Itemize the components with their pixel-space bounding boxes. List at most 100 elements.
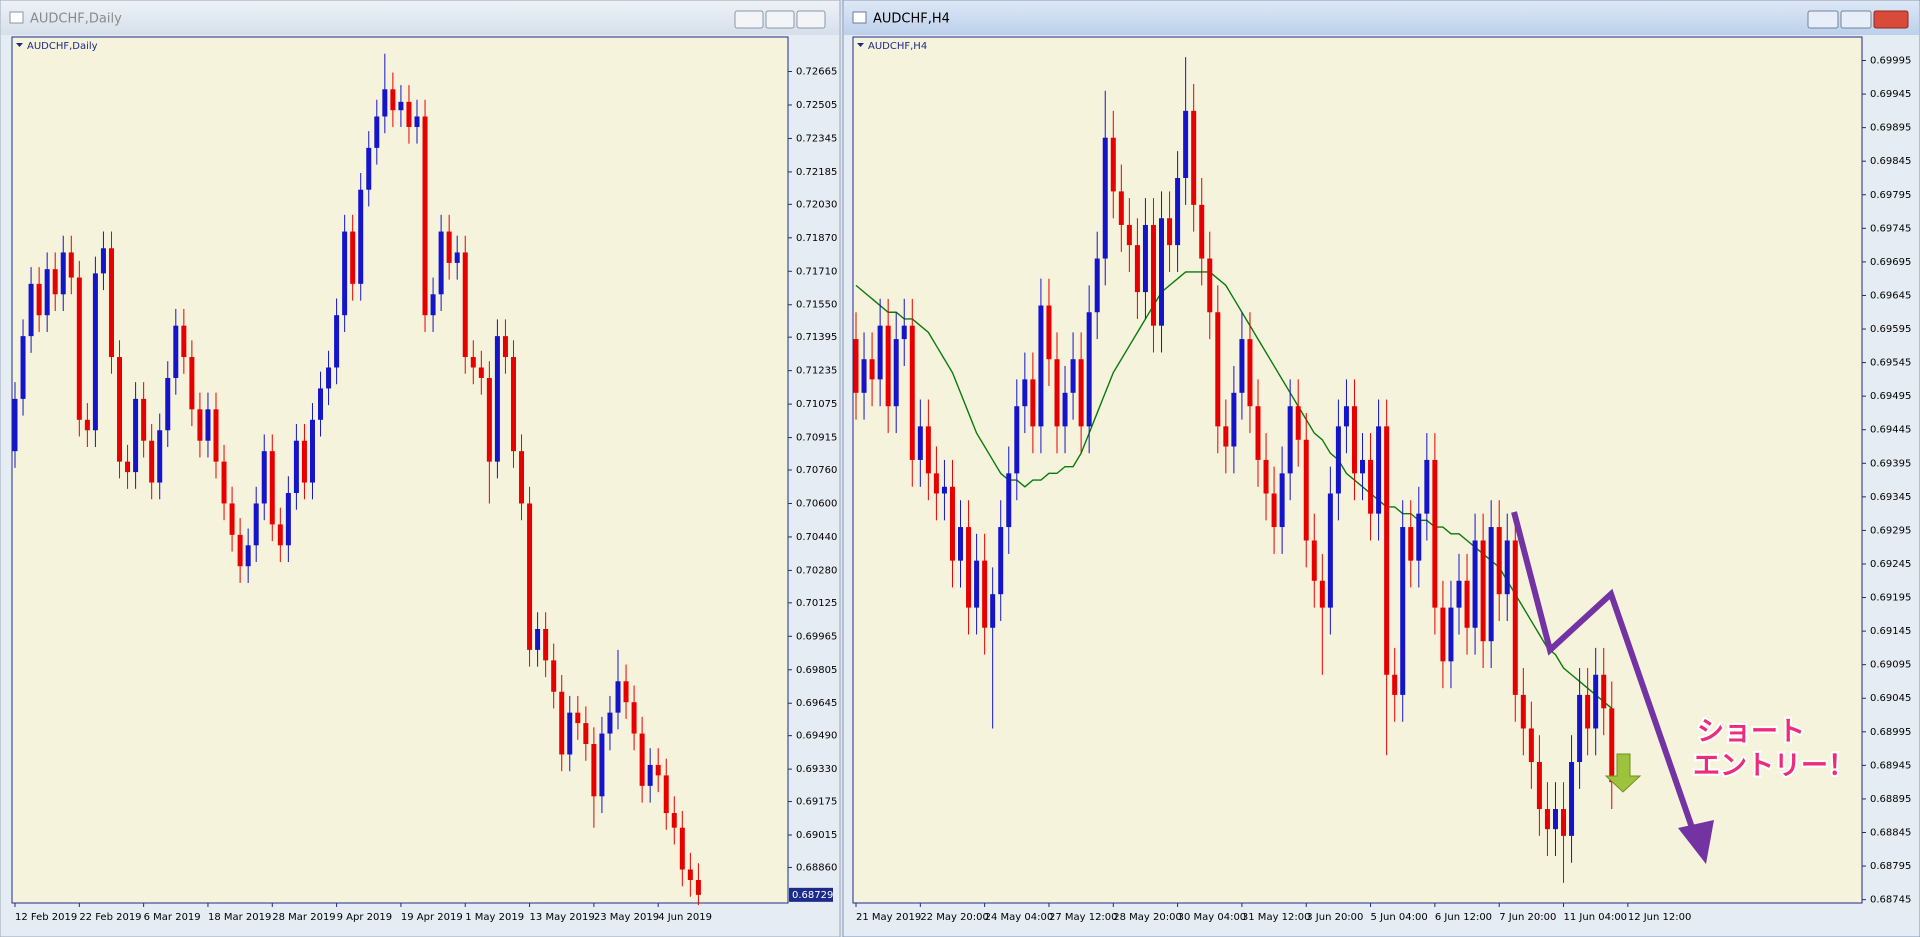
candle-body bbox=[229, 503, 235, 535]
y-tick-label: 0.69445 bbox=[1870, 425, 1911, 436]
window-title: AUDCHF,H4 bbox=[873, 12, 950, 27]
window-icon bbox=[852, 11, 867, 24]
candle-body bbox=[1585, 694, 1591, 729]
candle-body bbox=[1118, 191, 1124, 225]
y-tick-label: 0.69345 bbox=[1870, 492, 1911, 503]
y-tick-label: 0.69330 bbox=[796, 764, 837, 775]
x-tick-label: 9 Apr 2019 bbox=[337, 912, 392, 923]
y-tick-label: 0.69175 bbox=[796, 797, 837, 808]
candle-body bbox=[1030, 379, 1036, 427]
y-tick-label: 0.71710 bbox=[796, 266, 837, 277]
candle-body bbox=[1078, 359, 1084, 427]
candle-body bbox=[301, 440, 307, 483]
candle-body bbox=[1408, 527, 1414, 561]
candle-body bbox=[687, 869, 693, 880]
candle-body bbox=[1183, 110, 1189, 178]
close-button[interactable] bbox=[796, 10, 826, 29]
candle-body bbox=[478, 367, 484, 378]
candle-body bbox=[1472, 540, 1478, 628]
y-tick-label: 0.68860 bbox=[796, 862, 837, 873]
menu-arrow bbox=[16, 43, 23, 47]
y-tick-label: 0.69845 bbox=[1870, 156, 1911, 167]
candle-body bbox=[1577, 694, 1583, 763]
x-tick-label: 13 May 2019 bbox=[530, 912, 595, 923]
candle-body bbox=[671, 813, 677, 828]
candle-body bbox=[261, 451, 267, 504]
x-tick-label: 1 May 2019 bbox=[465, 912, 524, 923]
x-tick-label: 5 Jun 04:00 bbox=[1371, 912, 1428, 923]
candle-body bbox=[639, 733, 645, 786]
candle-body bbox=[454, 252, 460, 263]
title-bar bbox=[1, 1, 839, 35]
candle-body bbox=[84, 419, 90, 431]
y-tick-label: 0.69495 bbox=[1870, 391, 1911, 402]
candle-body bbox=[486, 377, 492, 462]
y-tick-label: 0.69095 bbox=[1870, 660, 1911, 671]
y-tick-label: 0.69595 bbox=[1870, 324, 1911, 335]
candle-body bbox=[181, 325, 187, 358]
candle-body bbox=[1569, 762, 1575, 836]
candle-body bbox=[1544, 809, 1550, 830]
candle-body bbox=[869, 359, 875, 380]
candle-body bbox=[36, 283, 42, 316]
y-tick-label: 0.69795 bbox=[1870, 190, 1911, 201]
y-tick-label: 0.69295 bbox=[1870, 525, 1911, 536]
candle-body bbox=[982, 560, 988, 628]
last-price-box bbox=[789, 887, 833, 902]
candle-body bbox=[1504, 540, 1510, 595]
maximize-button[interactable] bbox=[765, 10, 795, 29]
candle-body bbox=[974, 560, 980, 608]
y-tick-label: 0.71870 bbox=[796, 233, 837, 244]
y-tick-label: 0.70440 bbox=[796, 532, 837, 543]
y-tick-label: 0.72345 bbox=[796, 133, 837, 144]
candle-body bbox=[949, 486, 955, 561]
candle-body bbox=[893, 339, 899, 407]
candle-body bbox=[1351, 406, 1357, 474]
candle-body bbox=[1520, 694, 1526, 729]
candle-body bbox=[342, 231, 348, 316]
candle-body bbox=[551, 660, 557, 692]
y-tick-label: 0.69015 bbox=[796, 830, 837, 841]
candle-body bbox=[326, 367, 332, 389]
candle-body bbox=[189, 357, 195, 410]
candle-body bbox=[1159, 218, 1165, 326]
window-buttons[interactable] bbox=[1807, 10, 1909, 29]
x-tick-label: 30 May 04:00 bbox=[1178, 912, 1247, 923]
y-tick-label: 0.69995 bbox=[1870, 55, 1911, 66]
candle-body bbox=[1368, 459, 1374, 514]
y-tick-label: 0.69895 bbox=[1870, 123, 1911, 134]
candle-body bbox=[1239, 339, 1245, 393]
y-tick-label: 0.70600 bbox=[796, 498, 837, 509]
candle-body bbox=[20, 336, 26, 399]
last-price-label: 0.68729 bbox=[792, 890, 833, 901]
candle-body bbox=[1392, 674, 1398, 695]
x-tick-label: 21 May 2019 bbox=[856, 912, 921, 923]
candle-body bbox=[861, 359, 867, 393]
candle-body bbox=[1480, 540, 1486, 642]
minimize-button[interactable] bbox=[1807, 10, 1839, 29]
candle-body bbox=[663, 775, 669, 814]
trend-arrow bbox=[1511, 511, 1700, 843]
candle-body bbox=[430, 294, 436, 316]
candle-body bbox=[941, 486, 947, 494]
x-tick-label: 28 May 20:00 bbox=[1113, 912, 1182, 923]
x-tick-label: 23 May 2019 bbox=[594, 912, 659, 923]
candle-body bbox=[358, 189, 364, 284]
y-tick-label: 0.68845 bbox=[1870, 828, 1911, 839]
candle-body bbox=[1014, 406, 1020, 474]
x-tick-label: 11 Jun 04:00 bbox=[1564, 912, 1628, 923]
candle-body bbox=[1142, 224, 1148, 293]
candle-body bbox=[374, 116, 380, 148]
candle-body bbox=[237, 534, 243, 567]
minimize-button[interactable] bbox=[734, 10, 764, 29]
candle-body bbox=[1255, 406, 1261, 460]
y-tick-label: 0.69645 bbox=[1870, 290, 1911, 301]
y-tick-label: 0.69645 bbox=[796, 698, 837, 709]
candle-body bbox=[575, 712, 581, 724]
close-button[interactable] bbox=[1873, 10, 1909, 29]
candle-body bbox=[253, 503, 259, 546]
maximize-button[interactable] bbox=[1840, 10, 1872, 29]
y-tick-label: 0.71235 bbox=[796, 366, 837, 377]
window-buttons[interactable] bbox=[734, 10, 826, 29]
candle-body bbox=[679, 827, 685, 870]
